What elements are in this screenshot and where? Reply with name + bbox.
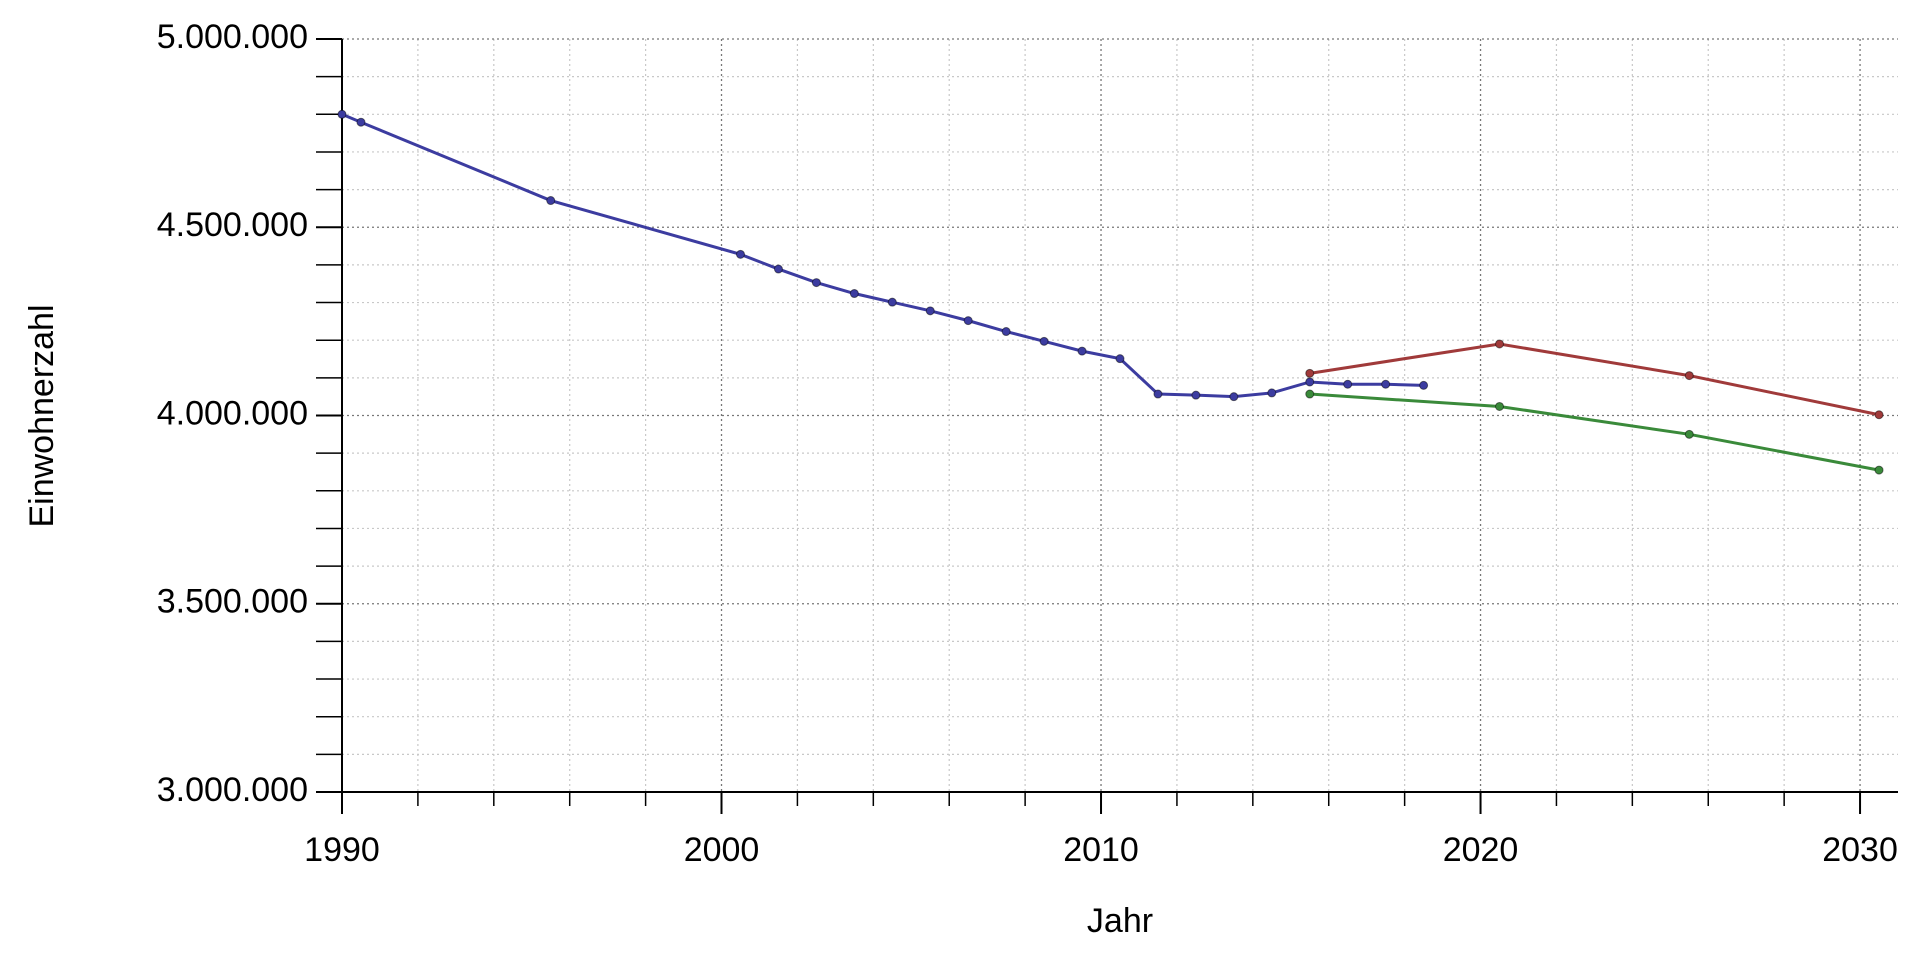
data-point [1039,336,1049,346]
data-point [1305,377,1315,387]
series-line [341,112,1424,399]
x-tick-label: 2020 [1443,831,1519,869]
data-point [1495,339,1505,349]
y-axis-title: Einwohnerzahl [23,304,61,527]
series-line [1309,342,1880,417]
x-tick-label: 2010 [1063,831,1139,869]
data-point [1229,392,1239,402]
data-point [925,306,935,316]
data-point [337,109,347,119]
data-point [849,289,859,299]
data-point [1495,401,1505,411]
data-point [1874,410,1884,420]
data-point [356,117,366,127]
data-point [1077,346,1087,356]
y-tick-label: 4.500.000 [157,206,308,244]
data-point [1419,380,1429,390]
data-point [1343,379,1353,389]
y-tick-label: 4.000.000 [157,394,308,432]
data-point [1267,388,1277,398]
data-point [1115,354,1125,364]
data-point [1001,327,1011,337]
data-point [546,196,556,206]
data-point [1684,429,1694,439]
data-point [887,297,897,307]
data-point [773,264,783,274]
data-point [1381,379,1391,389]
data-point [1191,390,1201,400]
y-tick-label: 3.000.000 [157,771,308,809]
x-axis-title: Jahr [1087,902,1153,940]
x-tick-label: 2000 [684,831,760,869]
data-point [1153,389,1163,399]
data-point [963,316,973,326]
y-tick-label: 3.500.000 [157,583,308,621]
x-tick-label: 2030 [1822,831,1898,869]
y-tick-label: 5.000.000 [157,18,308,56]
data-point [1305,389,1315,399]
data-point [811,278,821,288]
data-point [1874,465,1884,475]
series-line [1309,392,1880,472]
x-tick-label: 1990 [304,831,380,869]
data-point [735,249,745,259]
data-point [1684,371,1694,381]
data-point [1305,368,1315,378]
